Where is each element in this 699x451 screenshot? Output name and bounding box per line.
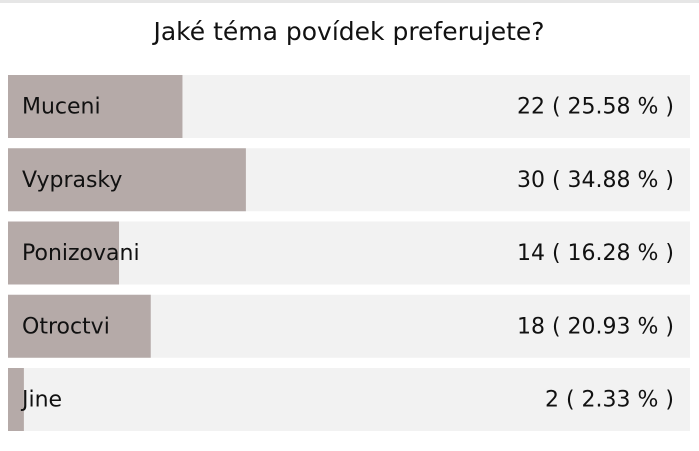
value-label: 2 ( 2.33 % ) bbox=[545, 388, 674, 413]
value-label: 18 ( 20.93 % ) bbox=[517, 314, 674, 339]
value-label: 14 ( 16.28 % ) bbox=[517, 241, 674, 266]
bar bbox=[8, 148, 246, 212]
category-label: Vyprasky bbox=[22, 168, 122, 193]
bar bbox=[8, 294, 151, 358]
value-label: 22 ( 25.58 % ) bbox=[517, 95, 674, 120]
chart-title: Jaké téma povídek preferujete? bbox=[151, 17, 544, 46]
category-label: Ponizovani bbox=[22, 241, 140, 266]
category-label: Jine bbox=[20, 388, 62, 413]
category-label: Muceni bbox=[22, 95, 101, 120]
row-background bbox=[8, 368, 690, 431]
value-label: 30 ( 34.88 % ) bbox=[517, 168, 674, 193]
category-label: Otroctvi bbox=[22, 314, 110, 339]
bar bbox=[8, 221, 120, 285]
top-strip bbox=[0, 0, 699, 3]
bar bbox=[8, 75, 183, 138]
row-background bbox=[8, 221, 690, 285]
bar bbox=[8, 368, 24, 431]
